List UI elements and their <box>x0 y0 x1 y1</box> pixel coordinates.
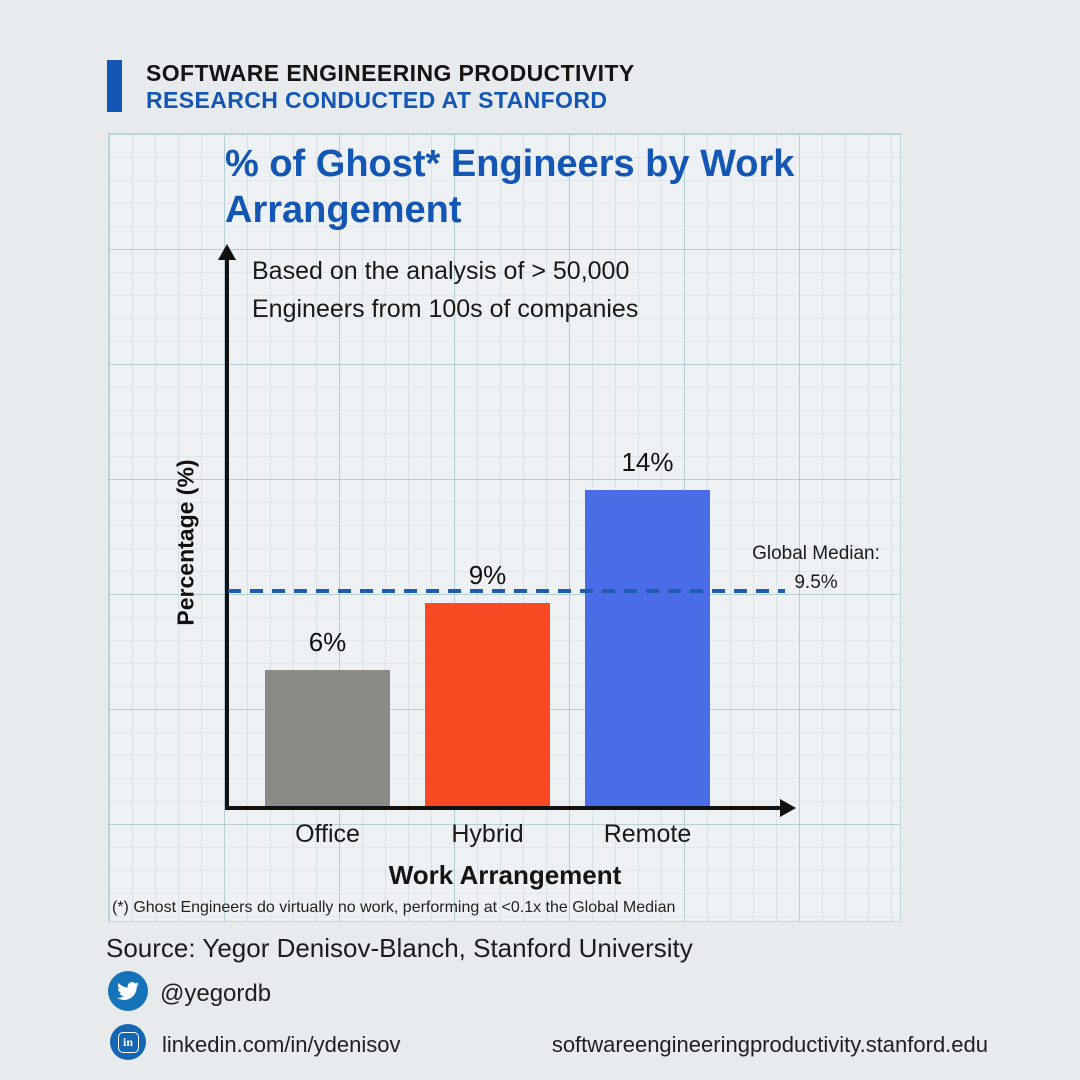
bar-hybrid <box>425 603 550 806</box>
chart-panel <box>108 133 901 922</box>
global-median-reference-line <box>228 589 785 593</box>
x-axis-line <box>225 806 782 810</box>
bar-value-label: 14% <box>621 447 674 477</box>
bar-group-hybrid: 9% Hybrid <box>425 420 550 848</box>
chart-subtitle: Based on the analysis of > 50,000 Engine… <box>252 257 639 323</box>
linkedin-icon[interactable]: in <box>110 1024 146 1060</box>
bar-remote <box>585 490 710 806</box>
bar-office <box>265 670 390 806</box>
chart-footnote: (*) Ghost Engineers do virtually no work… <box>112 899 676 916</box>
y-axis-arrow-icon <box>218 244 236 260</box>
x-tick-hybrid: Hybrid <box>451 820 524 848</box>
global-median-label-line1: Global Median: <box>752 543 880 564</box>
header-title: SOFTWARE ENGINEERING PRODUCTIVITY <box>146 60 635 86</box>
linkedin-in-glyph: in <box>117 1031 139 1053</box>
y-axis-line <box>225 258 229 808</box>
bar-group-office: 6% Office <box>265 420 390 848</box>
chart-title: % of Ghost* Engineers by Work Arrangemen… <box>225 143 795 232</box>
twitter-icon[interactable] <box>108 971 148 1011</box>
x-axis-title: Work Arrangement <box>388 860 622 890</box>
website-url[interactable]: softwareengineeringproductivity.stanford… <box>551 1032 988 1057</box>
linkedin-url[interactable]: linkedin.com/in/ydenisov <box>162 1032 401 1057</box>
bar-value-label: 6% <box>308 627 347 657</box>
bar-value-label: 9% <box>468 560 507 590</box>
x-tick-office: Office <box>295 820 360 848</box>
twitter-bird-icon <box>117 982 139 1000</box>
twitter-handle[interactable]: @yegordb <box>160 980 272 1007</box>
header-subtitle: RESEARCH CONDUCTED AT STANFORD <box>146 87 608 113</box>
global-median-label-line2: 9.5% <box>794 572 838 594</box>
x-axis-arrow-icon <box>780 799 796 817</box>
source-credit: Source: Yegor Denisov-Blanch, Stanford U… <box>106 933 693 963</box>
header-accent-bar <box>107 60 122 112</box>
bar-group-remote: 14% Remote <box>585 420 710 848</box>
global-median-label: Global Median: 9.5% <box>740 539 892 598</box>
y-axis-title: Percentage (%) <box>172 459 199 626</box>
x-tick-remote: Remote <box>603 820 692 848</box>
